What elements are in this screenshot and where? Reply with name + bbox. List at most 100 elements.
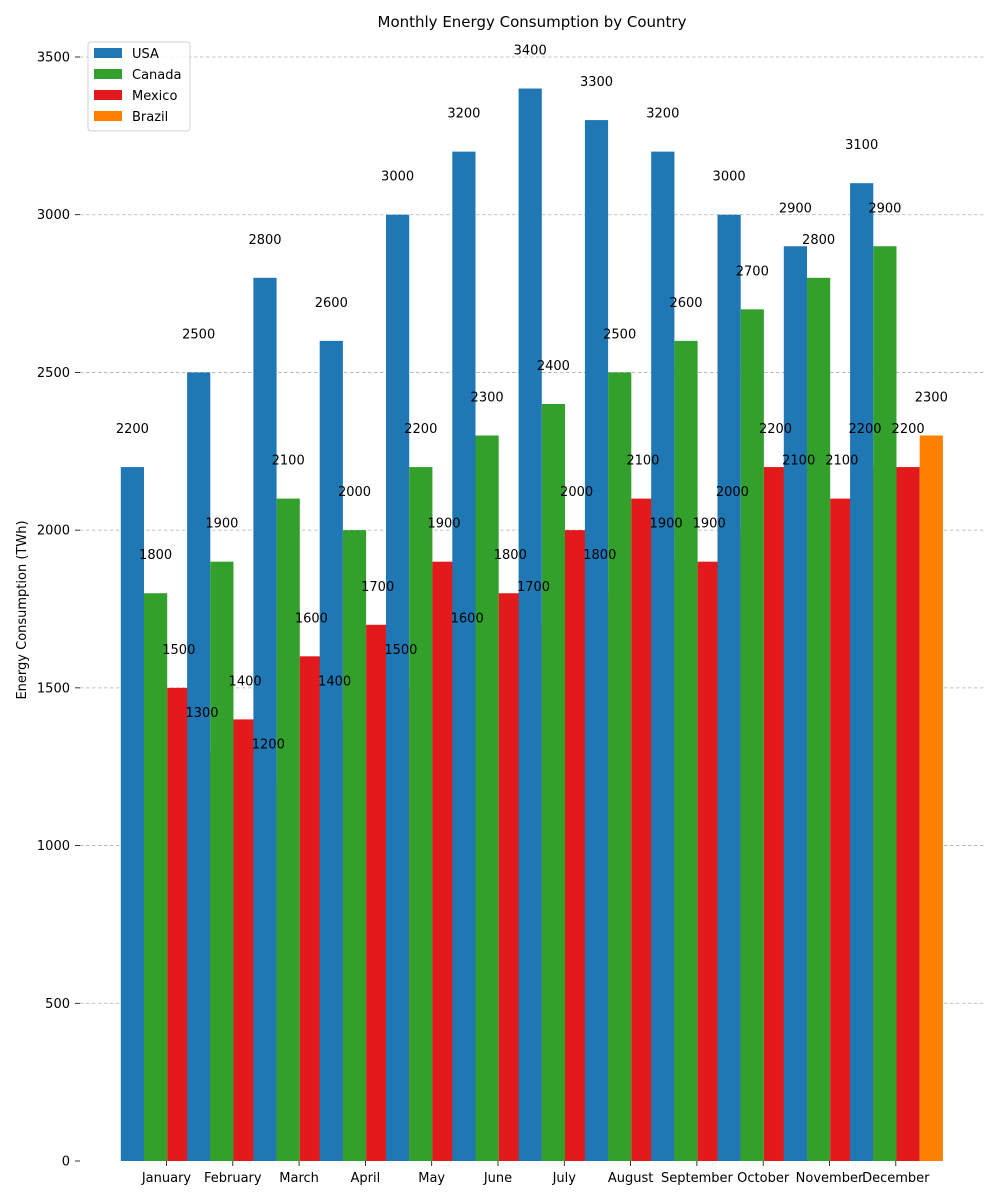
data-label-usa-june: 3200 bbox=[447, 107, 480, 122]
data-label-brazil-february: 1200 bbox=[252, 737, 285, 752]
data-label-canada-december: 2900 bbox=[868, 201, 901, 216]
bar-usa-december bbox=[850, 183, 874, 1161]
x-tick-label-march: March bbox=[279, 1171, 319, 1186]
data-label-canada-february: 1900 bbox=[205, 517, 238, 532]
bar-usa-june bbox=[452, 151, 476, 1162]
data-label-mexico-october: 2200 bbox=[759, 422, 792, 437]
data-label-mexico-june: 1800 bbox=[494, 548, 527, 563]
data-label-brazil-june: 1700 bbox=[517, 580, 550, 595]
data-label-brazil-november: 2200 bbox=[848, 422, 881, 437]
data-label-mexico-september: 1900 bbox=[693, 517, 726, 532]
bar-usa-march bbox=[253, 277, 277, 1161]
bar-mexico-march bbox=[299, 656, 323, 1161]
bar-canada-november bbox=[807, 277, 831, 1161]
legend-swatch-canada bbox=[94, 69, 122, 79]
bar-mexico-january bbox=[167, 687, 191, 1161]
data-label-usa-january: 2200 bbox=[116, 422, 149, 437]
data-label-mexico-march: 1600 bbox=[295, 611, 328, 626]
data-label-brazil-may: 1600 bbox=[451, 611, 484, 626]
bar-mexico-april bbox=[366, 624, 390, 1161]
x-tick-label-november: November bbox=[796, 1171, 864, 1186]
data-label-canada-august: 2500 bbox=[603, 327, 636, 342]
bar-brazil-december bbox=[919, 435, 943, 1161]
bar-mexico-february bbox=[233, 719, 257, 1161]
data-label-canada-january: 1800 bbox=[139, 548, 172, 563]
legend-swatch-usa bbox=[94, 48, 122, 58]
bar-canada-september bbox=[674, 340, 698, 1161]
bar-mexico-july bbox=[565, 530, 589, 1161]
bar-usa-november bbox=[783, 246, 807, 1161]
y-tick-label: 3500 bbox=[37, 51, 70, 66]
x-tick-label-december: December bbox=[862, 1171, 930, 1186]
data-label-brazil-april: 1500 bbox=[384, 643, 417, 658]
x-tick-label-february: February bbox=[204, 1171, 262, 1186]
bar-canada-april bbox=[342, 530, 367, 1161]
legend-label-usa: USA bbox=[132, 47, 159, 62]
data-label-usa-april: 2600 bbox=[315, 296, 348, 311]
legend-label-canada: Canada bbox=[132, 68, 181, 83]
y-tick-label: 2500 bbox=[37, 366, 70, 381]
data-label-usa-december: 3100 bbox=[845, 138, 878, 153]
legend-label-brazil: Brazil bbox=[132, 110, 168, 125]
data-label-usa-july: 3400 bbox=[514, 44, 547, 59]
legend-box bbox=[87, 41, 191, 132]
bar-mexico-october bbox=[763, 467, 788, 1161]
x-tick-label-april: April bbox=[351, 1171, 381, 1186]
data-label-usa-september: 3200 bbox=[646, 107, 679, 122]
data-label-mexico-may: 1900 bbox=[427, 517, 460, 532]
data-label-canada-november: 2800 bbox=[802, 233, 835, 248]
axes: 0 500 1000 1500 2000 2500 3000 3500 January Febru… bbox=[37, 51, 930, 1187]
bar-canada-august bbox=[608, 372, 632, 1161]
bar-usa-august bbox=[584, 120, 609, 1162]
x-tick-label-july: July bbox=[552, 1171, 577, 1186]
data-label-canada-june: 2300 bbox=[471, 391, 504, 406]
data-label-brazil-july: 1800 bbox=[583, 548, 616, 563]
data-label-mexico-january: 1500 bbox=[162, 643, 195, 658]
y-tick-label: 1500 bbox=[37, 681, 70, 696]
data-label-canada-september: 2600 bbox=[669, 296, 702, 311]
data-label-brazil-march: 1400 bbox=[318, 674, 351, 689]
y-tick-label: 1000 bbox=[37, 839, 70, 854]
y-axis-label: Energy Consumption (TWh) bbox=[15, 520, 30, 699]
data-label-canada-october: 2700 bbox=[736, 264, 769, 279]
data-label-usa-february: 2500 bbox=[182, 327, 215, 342]
bar-canada-december bbox=[873, 246, 897, 1161]
data-label-brazil-january: 1300 bbox=[185, 706, 218, 721]
bar-usa-january bbox=[120, 467, 144, 1161]
data-label-mexico-november: 2100 bbox=[825, 454, 858, 469]
bar-mexico-november bbox=[830, 498, 854, 1162]
data-label-canada-march: 2100 bbox=[272, 454, 305, 469]
data-label-mexico-april: 1700 bbox=[361, 580, 394, 595]
x-tick-label-january: January bbox=[141, 1171, 192, 1186]
bar-usa-september bbox=[651, 151, 675, 1162]
data-label-brazil-december: 2300 bbox=[915, 391, 948, 406]
bar-mexico-may bbox=[432, 561, 456, 1161]
bar-usa-october bbox=[717, 214, 741, 1161]
legend-label-mexico: Mexico bbox=[132, 89, 177, 104]
x-tick-label-october: October bbox=[737, 1171, 790, 1186]
bar-canada-july bbox=[541, 403, 565, 1161]
data-label-brazil-september: 2000 bbox=[716, 485, 749, 500]
bar-canada-october bbox=[740, 309, 764, 1161]
bar-usa-may bbox=[386, 214, 410, 1161]
legend-swatch-brazil bbox=[94, 111, 122, 121]
y-tick-label: 2000 bbox=[37, 524, 70, 539]
data-label-brazil-october: 2100 bbox=[782, 454, 815, 469]
legend-swatch-mexico bbox=[94, 90, 122, 100]
bar-mexico-december bbox=[896, 467, 920, 1161]
data-label-mexico-july: 2000 bbox=[560, 485, 593, 500]
bar-usa-april bbox=[319, 340, 343, 1161]
x-tick-label-may: May bbox=[418, 1171, 445, 1186]
data-label-brazil-august: 1900 bbox=[650, 517, 683, 532]
x-tick-label-august: August bbox=[608, 1171, 654, 1186]
data-label-canada-july: 2400 bbox=[537, 359, 570, 374]
bar-usa-february bbox=[187, 372, 211, 1161]
data-label-mexico-december: 2200 bbox=[892, 422, 925, 437]
bar-usa-july bbox=[518, 88, 542, 1162]
bars bbox=[120, 88, 943, 1162]
bar-canada-january bbox=[144, 593, 168, 1161]
bar-canada-march bbox=[276, 498, 300, 1162]
bar-canada-june bbox=[475, 435, 499, 1161]
data-label-usa-may: 3000 bbox=[381, 170, 414, 185]
